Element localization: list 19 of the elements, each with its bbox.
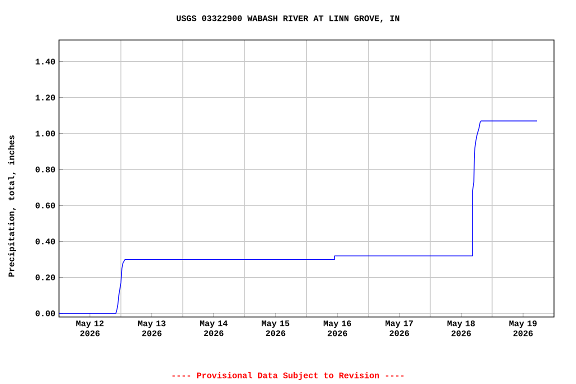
y-tick-label: 0.00 bbox=[36, 310, 55, 316]
x-tick-label: May 17 2026 bbox=[386, 320, 413, 336]
y-tick-label: 1.20 bbox=[36, 94, 55, 100]
x-tick-label: May 12 2026 bbox=[76, 320, 104, 336]
chart-title: USGS 03322900 WABASH RIVER AT LINN GROVE, IN bbox=[176, 15, 400, 23]
y-axis-title: Precipitation, total, inches bbox=[8, 135, 16, 277]
y-tick-label: 0.60 bbox=[36, 202, 55, 208]
y-tick-label: 0.20 bbox=[36, 274, 55, 280]
y-tick-label: 1.40 bbox=[36, 58, 55, 64]
y-tick-label: 0.80 bbox=[36, 166, 55, 172]
y-tick-label: 0.40 bbox=[36, 238, 55, 244]
x-tick-label: May 15 2026 bbox=[262, 320, 290, 336]
text: ---- Provisional Data Subject to Revision ---- bbox=[172, 372, 404, 380]
x-tick-label: May 14 2026 bbox=[200, 320, 228, 336]
x-tick-label: May 16 2026 bbox=[324, 320, 352, 336]
x-tick-label: May 13 2026 bbox=[138, 320, 166, 336]
x-tick-label: May 19 2026 bbox=[509, 320, 537, 336]
y-tick-label: 1.00 bbox=[36, 130, 55, 136]
x-tick-label: May 18 2026 bbox=[447, 320, 475, 336]
